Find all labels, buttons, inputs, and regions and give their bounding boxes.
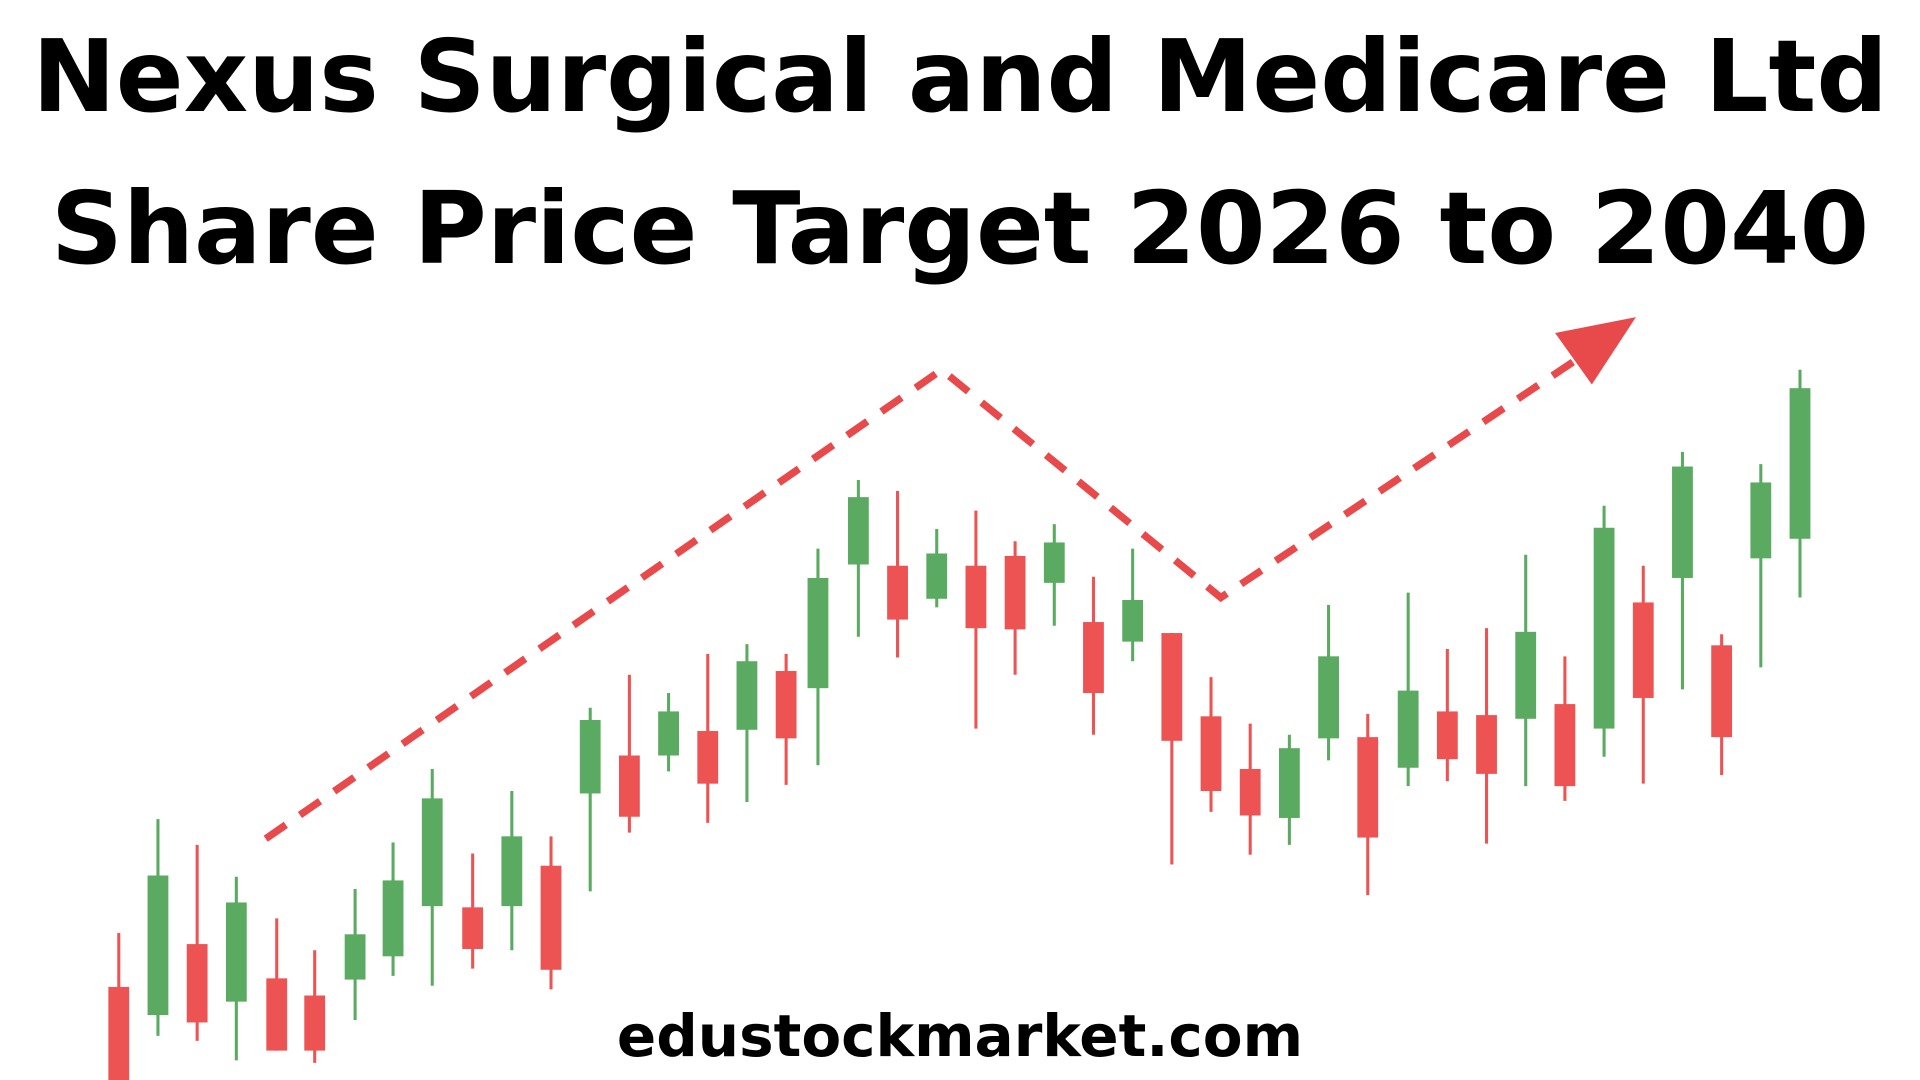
bearish-candle <box>304 995 326 1051</box>
bullish-candle <box>344 934 366 980</box>
bearish-candle <box>540 865 562 970</box>
bullish-candle <box>579 720 601 794</box>
bearish-candle <box>1004 555 1026 630</box>
page-title-line-1: Nexus Surgical and Medicare Ltd <box>32 18 1888 135</box>
bearish-candle <box>1436 711 1458 760</box>
candles-group <box>108 369 1811 1080</box>
bearish-candle <box>186 944 208 1023</box>
bullish-candle <box>807 577 829 689</box>
page-title-line-2: Share Price Target 2026 to 2040 <box>50 170 1870 287</box>
bearish-candle <box>462 907 484 949</box>
bullish-candle <box>225 902 247 1002</box>
bullish-candle <box>1278 748 1300 818</box>
bearish-candle <box>1554 704 1576 787</box>
bearish-candle <box>1161 633 1183 741</box>
bearish-candle <box>1476 715 1497 774</box>
bearish-candle <box>1711 645 1733 738</box>
bullish-candle <box>1750 482 1772 559</box>
bearish-candle <box>1239 768 1261 816</box>
bearish-candle <box>965 565 987 629</box>
bullish-candle <box>926 553 948 599</box>
bullish-candle <box>658 711 679 756</box>
bearish-candle <box>108 986 130 1080</box>
bullish-candle <box>501 836 523 907</box>
bullish-candle <box>736 661 758 730</box>
dashed-trend-arrow-icon <box>263 349 1589 842</box>
bullish-candle <box>1043 542 1065 583</box>
bullish-candle <box>1672 466 1693 578</box>
bearish-candle <box>1083 622 1104 694</box>
bullish-candle <box>147 875 169 1016</box>
bullish-candle <box>382 880 404 957</box>
bullish-candle <box>847 497 869 565</box>
bullish-candle <box>1515 631 1537 719</box>
bearish-candle <box>887 565 908 620</box>
bullish-candle <box>1318 656 1339 739</box>
website-footer: edustockmarket.com <box>616 1002 1304 1070</box>
bullish-candle <box>1122 600 1144 642</box>
bearish-candle <box>1632 602 1654 698</box>
bearish-candle <box>1357 737 1379 838</box>
bullish-candle <box>1593 527 1615 729</box>
bearish-candle <box>618 755 640 817</box>
arrowhead-icon <box>1555 317 1636 385</box>
bullish-candle <box>421 798 443 907</box>
bullish-candle <box>1789 388 1811 539</box>
bearish-candle <box>775 671 797 739</box>
bullish-candle <box>1397 690 1419 768</box>
bearish-candle <box>266 978 288 1051</box>
bearish-candle <box>1200 716 1222 792</box>
bearish-candle <box>697 731 719 784</box>
